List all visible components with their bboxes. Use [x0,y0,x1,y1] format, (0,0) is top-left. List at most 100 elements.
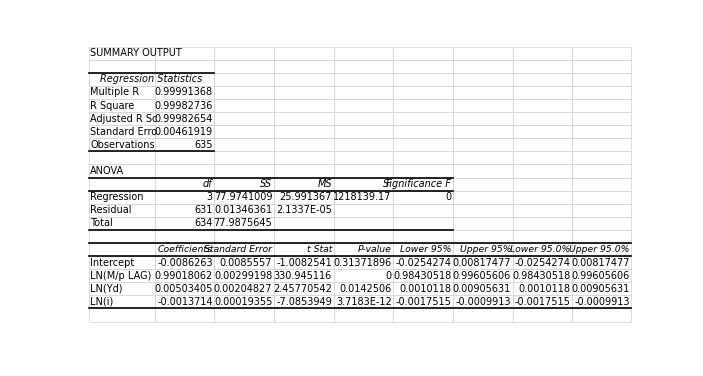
Bar [155,138,214,152]
Bar [393,125,453,138]
Text: t Stat: t Stat [307,245,332,254]
Bar [155,86,214,99]
Bar [155,282,214,296]
Bar [89,217,155,230]
Bar [333,230,393,243]
Text: 0.98430518: 0.98430518 [393,271,451,281]
Bar [572,152,631,164]
Text: Standard Erro: Standard Erro [90,127,157,137]
Bar [572,86,631,99]
Bar [214,138,274,152]
Text: Lower 95.0%: Lower 95.0% [510,245,571,254]
Bar [89,138,155,152]
Text: 0.00461919: 0.00461919 [155,127,212,137]
Text: Upper 95%: Upper 95% [460,245,511,254]
Bar [214,230,274,243]
Bar [89,47,155,60]
Bar [572,204,631,217]
Text: 0.99018062: 0.99018062 [155,271,212,281]
Bar [214,308,274,321]
Bar [453,177,512,191]
Text: Standard Error: Standard Error [205,245,272,254]
Bar [333,112,393,125]
Bar [453,125,512,138]
Bar [393,269,453,282]
Text: 0: 0 [385,271,392,281]
Bar [274,256,333,269]
Bar [512,256,572,269]
Text: ANOVA: ANOVA [90,166,124,176]
Bar [89,282,155,296]
Bar [155,243,214,256]
Bar [155,152,214,164]
Bar [333,177,393,191]
Bar [393,256,453,269]
Bar [453,60,512,73]
Bar [572,60,631,73]
Bar [214,217,274,230]
Bar [393,217,453,230]
Bar [333,99,393,112]
Bar [89,177,155,191]
Bar [453,152,512,164]
Text: Residual: Residual [90,205,131,215]
Bar [333,164,393,177]
Text: 0.00503405: 0.00503405 [154,284,212,294]
Text: F: F [386,179,392,189]
Bar [393,230,453,243]
Text: Regression Statistics: Regression Statistics [100,74,202,84]
Text: 77.9741009: 77.9741009 [214,192,272,202]
Bar [393,112,453,125]
Text: 0.0010118: 0.0010118 [519,284,571,294]
Bar [274,138,333,152]
Text: 0.99605606: 0.99605606 [453,271,511,281]
Bar [512,125,572,138]
Bar [155,230,214,243]
Bar [155,217,214,230]
Bar [155,164,214,177]
Text: 635: 635 [194,140,212,150]
Text: LN(M/p LAG): LN(M/p LAG) [90,271,152,281]
Bar [393,164,453,177]
Text: 77.9875645: 77.9875645 [214,218,272,228]
Bar [214,125,274,138]
Text: -0.0013714: -0.0013714 [157,297,212,307]
Bar [512,282,572,296]
Bar [512,60,572,73]
Bar [512,152,572,164]
Bar [393,47,453,60]
Bar [333,256,393,269]
Text: -7.0853949: -7.0853949 [276,297,332,307]
Bar [333,60,393,73]
Bar [572,282,631,296]
Bar [512,164,572,177]
Bar [572,112,631,125]
Text: 0.98430518: 0.98430518 [512,271,571,281]
Bar [155,73,214,86]
Bar [393,243,453,256]
Bar [155,308,214,321]
Text: 1218139.17: 1218139.17 [333,192,392,202]
Bar [274,269,333,282]
Text: Coefficients: Coefficients [157,245,212,254]
Text: -0.0017515: -0.0017515 [396,297,451,307]
Bar [333,86,393,99]
Bar [89,86,155,99]
Bar [512,99,572,112]
Bar [393,296,453,308]
Bar [572,217,631,230]
Bar [214,243,274,256]
Bar [453,269,512,282]
Bar [155,269,214,282]
Text: 0.99991368: 0.99991368 [155,88,212,97]
Text: -0.0086263: -0.0086263 [157,258,212,268]
Bar [274,164,333,177]
Bar [393,204,453,217]
Bar [274,282,333,296]
Text: 0.01346361: 0.01346361 [214,205,272,215]
Text: Total: Total [90,218,113,228]
Text: -0.0009913: -0.0009913 [456,297,511,307]
Bar [89,164,155,177]
Bar [453,138,512,152]
Bar [453,191,512,204]
